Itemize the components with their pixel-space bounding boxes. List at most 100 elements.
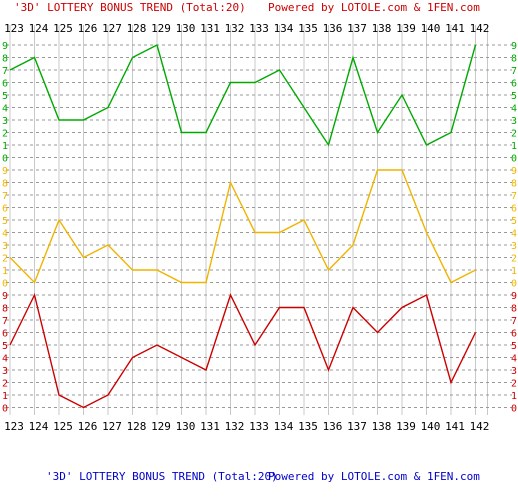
digit-label: 4 <box>511 229 517 240</box>
issue-label: 141 <box>445 22 465 35</box>
issue-label: 123 <box>4 22 24 35</box>
digit-label: 8 <box>511 179 517 190</box>
issue-labels-top: 123 124 125 126 127 128 129 130 131 132 133 134 135 1… <box>4 22 489 35</box>
digit-label: 6 <box>511 79 517 90</box>
issue-label: 138 <box>372 420 392 433</box>
issue-label: 141 <box>445 420 465 433</box>
issue-label: 142 <box>470 420 490 433</box>
series-line <box>9 292 477 409</box>
digit-label: 4 <box>511 354 517 365</box>
digit-label: 6 <box>2 329 8 340</box>
header-credit: Powered by LOTOLE.com & 1FEN.com <box>268 1 480 14</box>
digit-label: 7 <box>2 66 8 77</box>
digit-label: 6 <box>511 204 517 215</box>
issue-label: 135 <box>298 420 318 433</box>
issue-label: 134 <box>274 22 294 35</box>
digit-label: 9 <box>2 166 8 177</box>
digit-label: 3 <box>2 116 8 127</box>
issue-label: 131 <box>200 22 220 35</box>
digit-label: 2 <box>2 379 8 390</box>
digit-label: 6 <box>2 79 8 90</box>
issue-label: 123 <box>4 420 24 433</box>
issue-label: 125 <box>53 420 73 433</box>
issue-label: 127 <box>102 22 122 35</box>
issue-label: 137 <box>347 22 367 35</box>
issue-label: 128 <box>127 22 147 35</box>
digit-label: 5 <box>511 216 517 227</box>
digit-label: 9 <box>511 291 517 302</box>
issue-label: 137 <box>347 420 367 433</box>
issue-label: 126 <box>78 22 98 35</box>
digit-label: 0 <box>2 154 8 165</box>
digit-label: 4 <box>2 229 8 240</box>
digit-label: 3 <box>511 366 517 377</box>
issue-label: 124 <box>29 22 49 35</box>
digit-label: 7 <box>511 316 517 327</box>
digit-label: 0 <box>511 404 517 415</box>
digit-label: 4 <box>511 104 517 115</box>
digit-label: 8 <box>511 304 517 315</box>
issue-label: 125 <box>53 22 73 35</box>
digit-label: 3 <box>2 366 8 377</box>
digit-label: 2 <box>2 254 8 265</box>
issue-label: 132 <box>225 420 245 433</box>
digit-label: 4 <box>2 354 8 365</box>
issue-label: 129 <box>151 420 171 433</box>
digit-label: 7 <box>511 191 517 202</box>
issue-label: 124 <box>29 420 49 433</box>
issue-label: 133 <box>249 420 269 433</box>
digit-label: 8 <box>2 304 8 315</box>
issue-label: 139 <box>396 22 416 35</box>
digit-label: 7 <box>2 191 8 202</box>
issue-label: 131 <box>200 420 220 433</box>
issue-label: 126 <box>78 420 98 433</box>
issue-label: 139 <box>396 420 416 433</box>
digit-label: 4 <box>2 104 8 115</box>
digit-label: 7 <box>2 316 8 327</box>
digit-label: 3 <box>511 241 517 252</box>
digit-label: 5 <box>511 341 517 352</box>
digit-label: 1 <box>2 266 8 277</box>
header-title: '3D' LOTTERY BONUS TREND (Total:20) <box>14 1 246 14</box>
issue-label: 134 <box>274 420 294 433</box>
footer-title: '3D' LOTTERY BONUS TREND (Total:20) <box>46 470 278 483</box>
digit-label: 9 <box>511 166 517 177</box>
digit-label: 5 <box>2 216 8 227</box>
digit-label: 3 <box>511 116 517 127</box>
issue-label: 127 <box>102 420 122 433</box>
digit-label: 1 <box>511 391 517 402</box>
series-lines <box>9 43 477 409</box>
digit-label: 1 <box>2 391 8 402</box>
digit-label: 5 <box>2 341 8 352</box>
issue-label: 136 <box>323 420 343 433</box>
issue-label: 140 <box>421 420 441 433</box>
digit-label: 2 <box>511 254 517 265</box>
digit-label: 6 <box>2 204 8 215</box>
digit-labels: 0 01 12 23 34 45 56 67 78 89 90 01 12 23 34 45 56 67 78 89 9… <box>2 41 517 415</box>
issue-label: 133 <box>249 22 269 35</box>
series-line <box>9 169 476 284</box>
digit-label: 0 <box>2 404 8 415</box>
digit-label: 0 <box>511 154 517 165</box>
issue-label: 129 <box>151 22 171 35</box>
digit-label: 9 <box>511 41 517 52</box>
digit-label: 5 <box>2 91 8 102</box>
issue-label: 130 <box>176 22 196 35</box>
issue-labels-bottom: 123 124 125 126 127 128 129 130 131 132 133 134 135 1… <box>4 420 489 433</box>
digit-label: 8 <box>2 179 8 190</box>
digit-label: 1 <box>511 266 517 277</box>
issue-label: 138 <box>372 22 392 35</box>
digit-label: 9 <box>2 41 8 52</box>
digit-label: 2 <box>511 129 517 140</box>
digit-label: 3 <box>2 241 8 252</box>
issue-label: 136 <box>323 22 343 35</box>
digit-label: 8 <box>511 54 517 65</box>
digit-label: 9 <box>2 291 8 302</box>
digit-label: 7 <box>511 66 517 77</box>
digit-label: 5 <box>511 91 517 102</box>
digit-label: 1 <box>511 141 517 152</box>
digit-label: 0 <box>2 279 8 290</box>
digit-label: 2 <box>2 129 8 140</box>
footer-credit: Powered by LOTOLE.com & 1FEN.com <box>268 470 480 483</box>
